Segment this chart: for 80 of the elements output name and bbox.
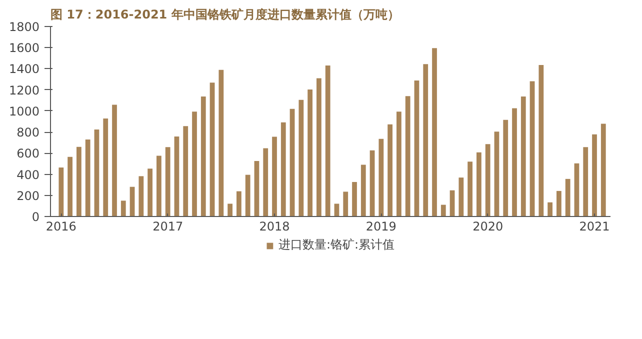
bar: [343, 192, 348, 216]
bar: [68, 156, 72, 216]
bar: [94, 130, 100, 216]
bar: [423, 64, 428, 216]
bar: [414, 80, 420, 216]
bar: [450, 190, 455, 216]
bar: [334, 204, 340, 216]
bar: [76, 146, 82, 216]
bar: [148, 168, 152, 216]
bar: [378, 138, 384, 216]
bar: [512, 108, 517, 216]
bar: [440, 204, 446, 216]
bar: [388, 124, 392, 216]
bar: [290, 108, 295, 216]
x-tick-label: 2016: [46, 220, 76, 234]
bar: [254, 160, 260, 216]
bar: [520, 96, 526, 216]
bar: [556, 190, 562, 216]
bar: [468, 162, 472, 216]
bar: [280, 122, 286, 216]
bar: [156, 156, 162, 216]
bar: [476, 152, 482, 216]
x-tick-label: 2021: [579, 220, 610, 234]
bar: [245, 174, 250, 216]
x-tick-label: 2019: [366, 220, 396, 234]
bar: [405, 96, 410, 216]
y-tick-label: 1600: [8, 41, 40, 56]
bar: [503, 120, 508, 216]
y-tick-label: 600: [16, 146, 40, 161]
bar: [138, 176, 144, 216]
bar: [494, 132, 500, 216]
bar: [192, 112, 197, 216]
bar: [458, 178, 464, 216]
bar: [325, 65, 330, 216]
chart-title: 图 17：2016-2021 年中国铬铁矿月度进口数量累计值（万吨）: [50, 8, 400, 22]
bar: [316, 78, 322, 216]
bar: [200, 96, 206, 216]
y-tick-label: 0: [32, 210, 40, 224]
bar: [112, 104, 117, 216]
y-tick-label: 800: [16, 126, 40, 140]
y-tick-label: 200: [16, 188, 40, 203]
bar: [272, 136, 277, 216]
bar: [298, 100, 304, 216]
bar: [530, 81, 535, 216]
bar: [236, 191, 242, 216]
y-tick-label: 1000: [8, 104, 40, 118]
bar: [103, 118, 108, 216]
bar: [308, 90, 312, 216]
bar: [263, 148, 268, 216]
x-tick-label: 2017: [152, 220, 184, 234]
bar: [352, 182, 357, 216]
bar: [396, 112, 402, 216]
bar: [485, 144, 490, 216]
bar: [130, 186, 135, 216]
bar: [574, 163, 580, 216]
bar: [218, 70, 224, 216]
bar: [565, 178, 570, 216]
y-tick-label: 1200: [8, 83, 40, 98]
x-tick-label: 2018: [259, 220, 290, 234]
bar: [538, 65, 544, 216]
bar: [600, 124, 606, 216]
bar: [370, 150, 375, 216]
legend-label: 进口数量:铬矿:累计值: [278, 236, 395, 254]
bar: [183, 126, 188, 216]
x-tick-label: 2020: [472, 220, 504, 234]
bar: [583, 147, 588, 216]
bar: [548, 202, 552, 216]
bar: [228, 204, 232, 216]
bar: [120, 200, 126, 216]
y-tick-label: 400: [16, 168, 40, 182]
y-tick-label: 1800: [8, 20, 40, 34]
bar: [432, 48, 437, 216]
bar: [360, 164, 366, 216]
y-tick-label: 1400: [8, 62, 40, 76]
bar: [592, 134, 597, 216]
bar: [85, 140, 90, 216]
bar: [58, 168, 64, 216]
bar: [210, 82, 215, 216]
bar: [174, 136, 180, 216]
bar: [165, 147, 170, 216]
